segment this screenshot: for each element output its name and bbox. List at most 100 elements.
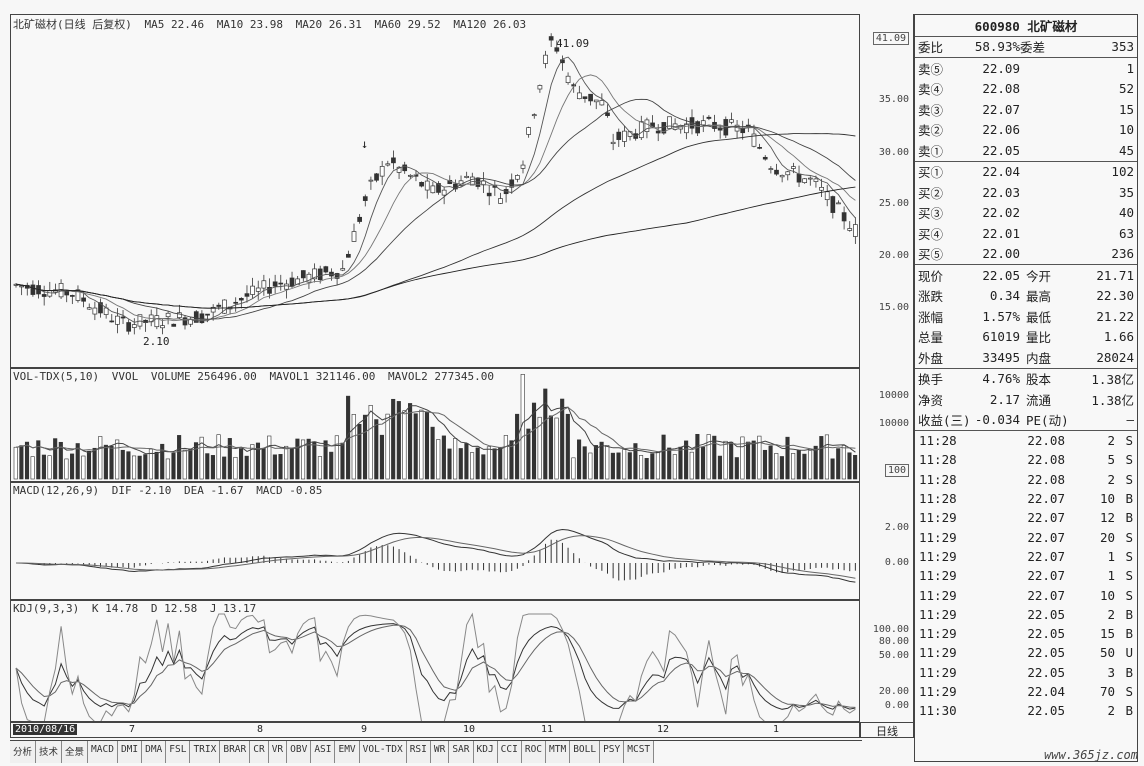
candle-body bbox=[19, 285, 24, 288]
tab-15[interactable]: RSI bbox=[406, 741, 431, 763]
buy-order-row[interactable]: 买① 22.04 102 bbox=[915, 162, 1137, 183]
tick-row[interactable]: 11:29 22.05 3 B bbox=[915, 663, 1137, 682]
tab-18[interactable]: KDJ bbox=[473, 741, 498, 763]
tick-row[interactable]: 11:29 22.04 70 S bbox=[915, 682, 1137, 701]
tab-14[interactable]: VOL-TDX bbox=[359, 741, 407, 763]
volume-indicator-name: VOL-TDX(5,10) bbox=[13, 370, 100, 383]
quote-label: 现价 bbox=[918, 268, 944, 284]
buy-volume: 40 bbox=[1118, 205, 1134, 221]
sell-order-row[interactable]: 卖② 22.06 10 bbox=[915, 120, 1137, 141]
volume-bar bbox=[650, 453, 655, 480]
d-line bbox=[15, 624, 856, 708]
volume-bar bbox=[853, 454, 858, 480]
buy-order-row[interactable]: 买⑤ 22.00 236 bbox=[915, 244, 1137, 265]
tab-9[interactable]: CR bbox=[250, 741, 269, 763]
tick-direction: B bbox=[1125, 491, 1133, 507]
volume-bar bbox=[368, 405, 373, 480]
tick-row[interactable]: 11:29 22.07 10 S bbox=[915, 585, 1137, 604]
tab-20[interactable]: ROC bbox=[521, 741, 547, 763]
kdj-axis: 100.00 80.00 50.00 20.00 0.00 bbox=[860, 600, 914, 722]
tab-2[interactable]: 全景 bbox=[62, 741, 89, 763]
tab-10[interactable]: VR bbox=[268, 741, 288, 763]
tick-row[interactable]: 11:29 22.07 12 B bbox=[915, 508, 1137, 527]
tab-6[interactable]: FSL bbox=[166, 741, 191, 763]
candle-body bbox=[543, 54, 548, 64]
quote-value: 0.34 bbox=[989, 288, 1020, 304]
tick-direction: S bbox=[1125, 433, 1133, 449]
volume-bar bbox=[475, 447, 480, 480]
volume-bar bbox=[300, 439, 306, 480]
tick-row[interactable]: 11:29 22.05 15 B bbox=[915, 624, 1137, 643]
k-value: K 14.78 bbox=[91, 602, 139, 615]
candle-body bbox=[684, 123, 689, 134]
quote-value: 22.30 bbox=[1096, 288, 1134, 304]
dif-line bbox=[15, 528, 856, 583]
tab-0[interactable]: 分析 bbox=[10, 741, 37, 763]
tick-time: 11:29 bbox=[919, 626, 957, 642]
tick-row[interactable]: 11:28 22.08 5 S bbox=[915, 450, 1137, 469]
stats-value: -0.034 bbox=[974, 412, 1020, 428]
kdj-pane[interactable]: KDJ(9,3,3) K 14.78 D 12.58 J 13.17 bbox=[10, 600, 860, 722]
mavol2-line bbox=[15, 406, 856, 454]
candle-body bbox=[312, 268, 317, 280]
macd-pane[interactable]: MACD(12,26,9) DIF -2.10 DEA -1.67 MACD -… bbox=[10, 482, 860, 600]
stats-label: 净资 bbox=[918, 392, 944, 408]
volume-bar bbox=[177, 435, 182, 480]
tab-7[interactable]: TRIX bbox=[190, 741, 221, 763]
tab-24[interactable]: MCST bbox=[624, 741, 655, 763]
candle-body bbox=[757, 147, 762, 149]
tick-row[interactable]: 11:30 22.05 2 B bbox=[915, 701, 1137, 720]
tick-time: 11:29 bbox=[919, 664, 957, 680]
sell-order-row[interactable]: 卖① 22.05 45 bbox=[915, 140, 1137, 161]
volume-bar bbox=[537, 416, 542, 480]
tab-16[interactable]: WR bbox=[430, 741, 450, 763]
tick-row[interactable]: 11:29 22.07 1 S bbox=[915, 566, 1137, 585]
date-start: 2010/08/16 bbox=[13, 724, 78, 735]
tab-22[interactable]: BOLL bbox=[570, 741, 601, 763]
stats-row: 收益(三) -0.034 PE(动) — bbox=[915, 410, 1137, 431]
tab-5[interactable]: DMA bbox=[142, 741, 167, 763]
tab-11[interactable]: OBV bbox=[287, 741, 312, 763]
kline-chart-pane[interactable]: 北矿磁材(日线 后复权) MA5 22.46 MA10 23.98 MA20 2… bbox=[10, 14, 860, 368]
sell-order-row[interactable]: 卖④ 22.08 52 bbox=[915, 79, 1137, 100]
tick-row[interactable]: 11:29 22.05 2 B bbox=[915, 605, 1137, 624]
volume-bar bbox=[317, 456, 323, 480]
tab-1[interactable]: 技术 bbox=[36, 741, 63, 763]
weibi-value: 58.93% bbox=[974, 39, 1020, 55]
tick-row[interactable]: 11:28 22.08 2 S bbox=[915, 470, 1137, 489]
tick-price: 22.08 bbox=[1027, 452, 1065, 468]
tab-3[interactable]: MACD bbox=[88, 741, 118, 763]
tick-list[interactable]: 11:28 22.08 2 S 11:28 22.08 5 S 11:28 22.08 2 S 11:2… bbox=[915, 430, 1137, 720]
buy-order-row[interactable]: 买④ 22.01 63 bbox=[915, 223, 1137, 244]
tab-12[interactable]: ASI bbox=[311, 741, 336, 763]
tick-row[interactable]: 11:29 22.05 50 U bbox=[915, 643, 1137, 662]
tab-4[interactable]: DMI bbox=[117, 741, 143, 763]
buy-order-row[interactable]: 买② 22.03 35 bbox=[915, 182, 1137, 203]
sell-order-row[interactable]: 卖③ 22.07 15 bbox=[915, 99, 1137, 120]
tab-13[interactable]: EMV bbox=[335, 741, 360, 763]
volume-pane[interactable]: VOL-TDX(5,10) VVOL VOLUME 256496.00 MAVO… bbox=[10, 368, 860, 482]
tick-price: 22.07 bbox=[1027, 568, 1065, 584]
tab-8[interactable]: BRAR bbox=[220, 741, 251, 763]
buy-order-row[interactable]: 买③ 22.02 40 bbox=[915, 203, 1137, 224]
period-label[interactable]: 日线 bbox=[860, 722, 914, 738]
volume-bar bbox=[836, 448, 841, 480]
tab-23[interactable]: PSY bbox=[600, 741, 625, 763]
tab-21[interactable]: MTM bbox=[546, 741, 571, 763]
sell-level-label: 卖⑤ bbox=[918, 61, 944, 77]
ma60-line bbox=[15, 133, 856, 309]
tick-row[interactable]: 11:29 22.07 20 S bbox=[915, 527, 1137, 546]
tick-price: 22.07 bbox=[1027, 548, 1065, 564]
candle-body bbox=[807, 177, 813, 180]
tick-row[interactable]: 11:28 22.08 2 S bbox=[915, 431, 1137, 450]
candle-body bbox=[69, 295, 75, 297]
sell-order-row[interactable]: 卖⑤ 22.09 1 bbox=[915, 58, 1137, 79]
tab-17[interactable]: SAR bbox=[449, 741, 474, 763]
tick-row[interactable]: 11:29 22.07 1 S bbox=[915, 547, 1137, 566]
volume-bar bbox=[165, 458, 170, 480]
axis-tick: 0.00 bbox=[884, 700, 909, 711]
candle-body bbox=[193, 311, 199, 323]
tab-19[interactable]: CCI bbox=[497, 741, 522, 763]
volume-bar bbox=[413, 413, 418, 480]
tick-row[interactable]: 11:28 22.07 10 B bbox=[915, 489, 1137, 508]
